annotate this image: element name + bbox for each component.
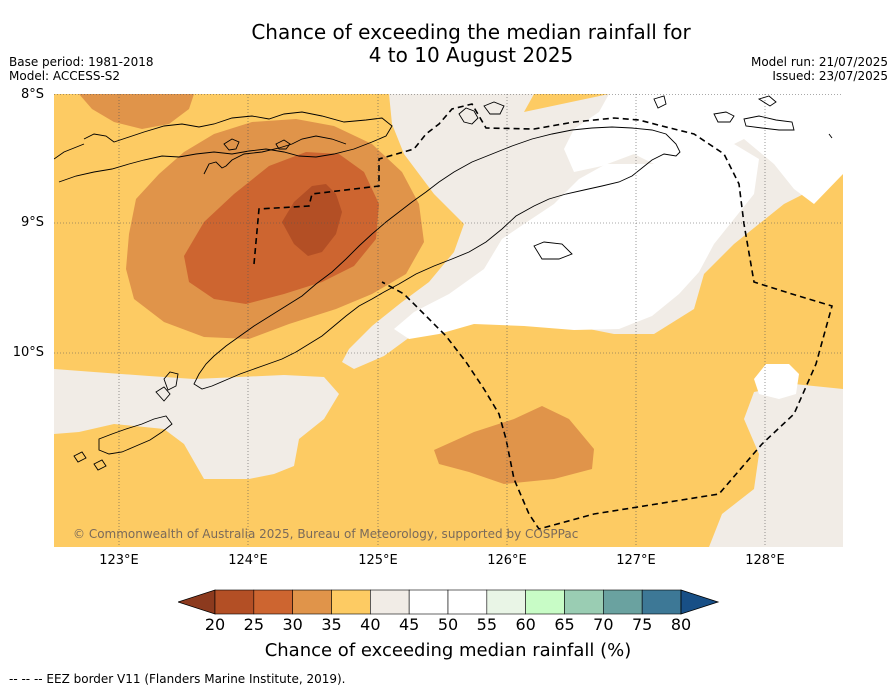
title-line-1: Chance of exceeding the median rainfall … (251, 20, 691, 44)
zone-45-55-central (394, 144, 759, 339)
colorbar-segment (253, 589, 293, 615)
zone-30-35-south (434, 406, 594, 484)
coastlines (54, 95, 833, 471)
colorbar-tick-label: 65 (554, 615, 575, 634)
colorbar-tick-label: 30 (282, 615, 303, 634)
title-line-2: 4 to 10 August 2025 (368, 43, 574, 67)
colorbar-tick-label: 50 (437, 615, 459, 634)
zone-20-25 (282, 184, 342, 256)
rainfall-map (54, 94, 843, 547)
colorbar-over-arrow (680, 589, 720, 615)
eez-footer-note: -- -- -- EEZ border V11 (Flanders Marine… (9, 672, 346, 686)
colorbar-segment (408, 589, 449, 615)
lat-label-8s: 8°S (20, 87, 44, 102)
colorbar-segment (564, 589, 604, 615)
lon-label-128e: 128°E (745, 553, 785, 568)
colorbar-tick-label: 55 (476, 615, 497, 634)
model-name: Model: ACCESS-S2 (9, 69, 121, 83)
colorbar-segment (525, 589, 565, 615)
zone-40-45-southwest (54, 369, 339, 479)
gridlines (54, 94, 843, 547)
lat-label-9s: 9°S (20, 215, 44, 230)
lon-label-124e: 124°E (228, 553, 268, 568)
colorbar-label: Chance of exceeding median rainfall (%) (264, 640, 632, 661)
colorbar-segment (370, 589, 410, 615)
colorbar-segment (641, 589, 682, 615)
zone-40-45-east (709, 384, 843, 547)
lon-label-123e: 123°E (99, 553, 139, 568)
lon-label-127e: 127°E (616, 553, 656, 568)
lon-label-126e: 126°E (487, 553, 527, 568)
issued-date: Issued: 23/07/2025 (772, 69, 888, 83)
colorbar-tick-label: 25 (243, 615, 264, 634)
colorbar-tick-label: 35 (321, 615, 342, 634)
colorbar-under-arrow (178, 589, 216, 615)
colorbar-segment (486, 589, 526, 615)
lat-label-10s: 10°S (12, 345, 44, 360)
colorbar-tick-label: 75 (631, 615, 653, 634)
colorbar-tick-label: 45 (398, 615, 420, 634)
colorbar-tick-label: 20 (204, 615, 226, 634)
colorbar-tick-label: 40 (360, 615, 381, 634)
model-run: Model run: 21/07/2025 (750, 55, 888, 69)
colorbar-segment (331, 589, 371, 615)
eez-border (253, 103, 833, 530)
colorbar-tick-label: 70 (593, 615, 614, 634)
colorbar-tick-label: 60 (515, 615, 536, 634)
zone-45-55-east (754, 364, 799, 399)
colorbar-tick-label: 80 (670, 615, 692, 634)
colorbar-segment (447, 589, 488, 615)
zone-30-35-northwest (79, 94, 194, 129)
base-period: Base period: 1981-2018 (9, 55, 154, 69)
copyright-notice: © Commonwealth of Australia 2025, Bureau… (73, 527, 579, 541)
colorbar (178, 589, 720, 615)
zone-45-55-north (506, 94, 843, 204)
lon-label-125e: 125°E (358, 553, 398, 568)
colorbar-segment (292, 589, 332, 615)
colorbar-segment (214, 589, 255, 615)
colorbar-segment (603, 589, 643, 615)
